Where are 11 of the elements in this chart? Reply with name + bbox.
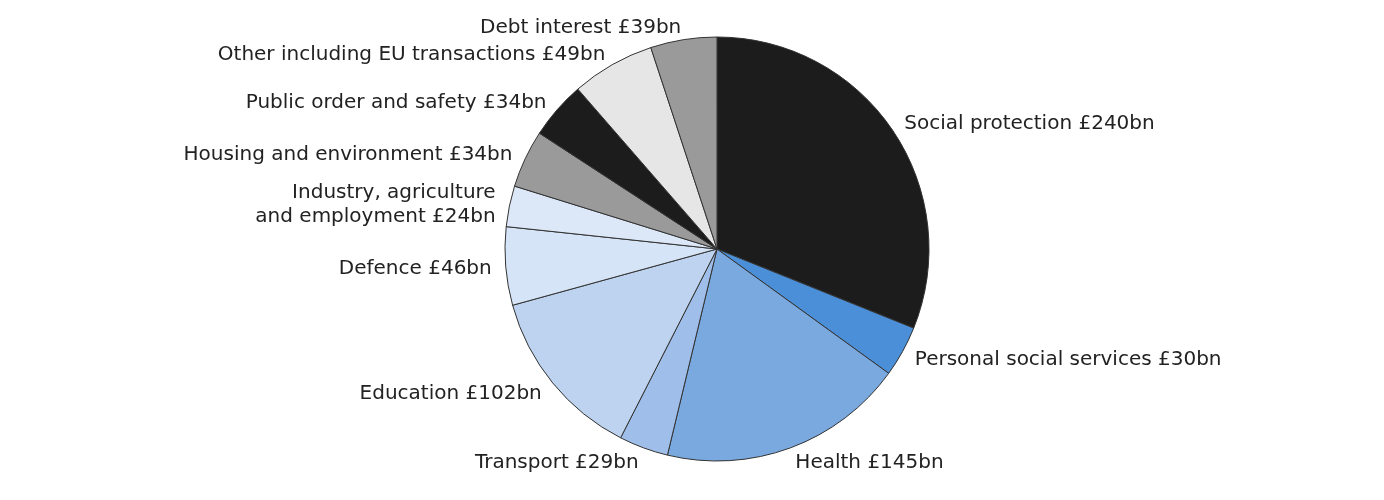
slice-label: Debt interest £39bn [480, 13, 682, 38]
slice-label: Housing and environment £34bn [183, 140, 513, 165]
slice-label: Personal social services £30bn [914, 346, 1222, 371]
slice-label: Transport £29bn [473, 448, 639, 473]
slice-label: Industry, agriculture and employment £24bn [255, 179, 496, 228]
slice-label: Public order and safety £34bn [245, 88, 547, 113]
slice-label: Education £102bn [359, 379, 542, 404]
slice-label: Other including EU transactions £49bn [217, 40, 606, 65]
slice-label: Social protection £240bn [904, 110, 1155, 135]
slice-label: Health £145bn [795, 448, 944, 473]
slice-label: Defence £46bn [338, 255, 492, 280]
